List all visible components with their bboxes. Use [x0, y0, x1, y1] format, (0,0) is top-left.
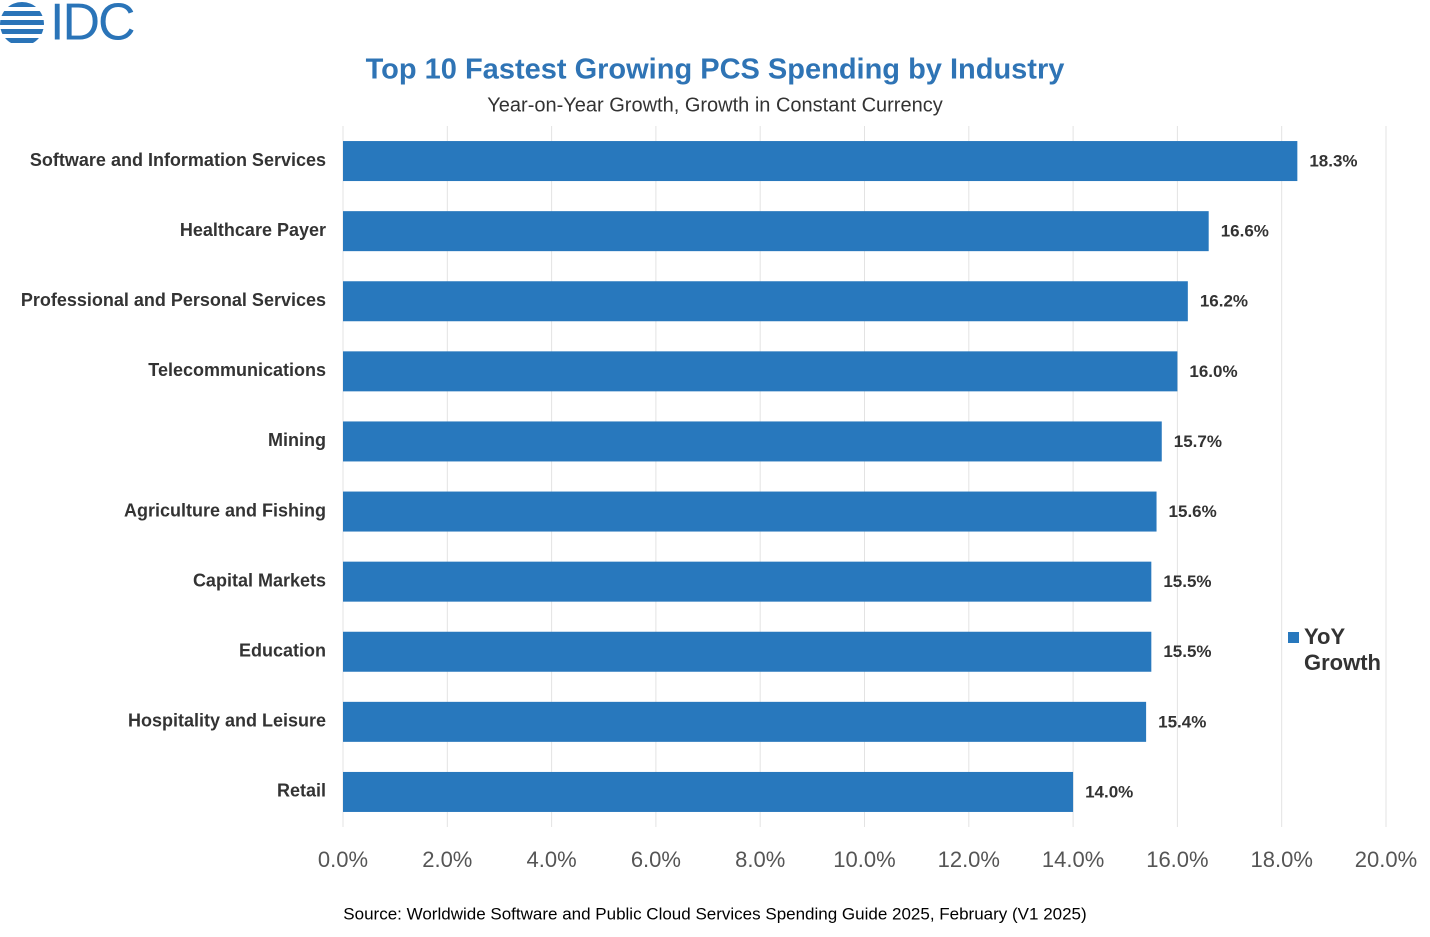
- bar: [343, 561, 1152, 602]
- bar: [343, 211, 1209, 252]
- bar: [343, 771, 1074, 812]
- logo-text: IDC: [50, 0, 134, 52]
- y-tick-label: Education: [239, 641, 326, 661]
- y-tick-label: Capital Markets: [193, 570, 326, 590]
- y-tick-label: Agriculture and Fishing: [124, 500, 326, 520]
- x-tick-label: 8.0%: [735, 847, 785, 872]
- legend-label: YoY Growth: [1304, 624, 1381, 675]
- x-tick-label: 18.0%: [1251, 847, 1313, 872]
- bar: [343, 491, 1157, 532]
- y-tick-label: Software and Information Services: [30, 150, 326, 170]
- bar: [343, 421, 1162, 462]
- y-tick-label: Telecommunications: [148, 360, 326, 380]
- legend-swatch: [1288, 632, 1299, 643]
- logo-globe: [0, 2, 44, 43]
- value-label: 18.3%: [1309, 152, 1357, 171]
- x-tick-label: 10.0%: [833, 847, 895, 872]
- x-tick-label: 6.0%: [631, 847, 681, 872]
- x-tick-label: 16.0%: [1146, 847, 1208, 872]
- bar: [343, 141, 1298, 182]
- x-tick-label: 12.0%: [938, 847, 1000, 872]
- source-note: Source: Worldwide Software and Public Cl…: [343, 904, 1086, 923]
- x-tick-label: 0.0%: [318, 847, 368, 872]
- value-label: 16.2%: [1200, 292, 1248, 311]
- x-tick-label: 14.0%: [1042, 847, 1104, 872]
- value-label: 15.5%: [1163, 642, 1211, 661]
- value-label: 14.0%: [1085, 782, 1133, 801]
- bar: [343, 281, 1188, 322]
- value-label: 15.7%: [1174, 432, 1222, 451]
- y-tick-label: Professional and Personal Services: [21, 290, 326, 310]
- bar: [343, 351, 1178, 392]
- bar: [343, 701, 1147, 742]
- chart-subtitle: Year-on-Year Growth, Growth in Constant …: [487, 94, 942, 116]
- value-label: 16.6%: [1221, 222, 1269, 241]
- value-label: 15.5%: [1163, 572, 1211, 591]
- y-tick-label: Retail: [277, 781, 326, 801]
- y-tick-label: Healthcare Payer: [180, 220, 326, 240]
- chart-title: Top 10 Fastest Growing PCS Spending by I…: [366, 54, 1065, 86]
- y-tick-label: Hospitality and Leisure: [128, 711, 326, 731]
- value-label: 16.0%: [1189, 362, 1237, 381]
- y-tick-label: Mining: [268, 430, 326, 450]
- value-label: 15.4%: [1158, 712, 1206, 731]
- x-tick-label: 2.0%: [422, 847, 472, 872]
- x-tick-label: 4.0%: [527, 847, 577, 872]
- value-label: 15.6%: [1169, 502, 1217, 521]
- x-tick-label: 20.0%: [1355, 847, 1417, 872]
- bar: [343, 631, 1152, 672]
